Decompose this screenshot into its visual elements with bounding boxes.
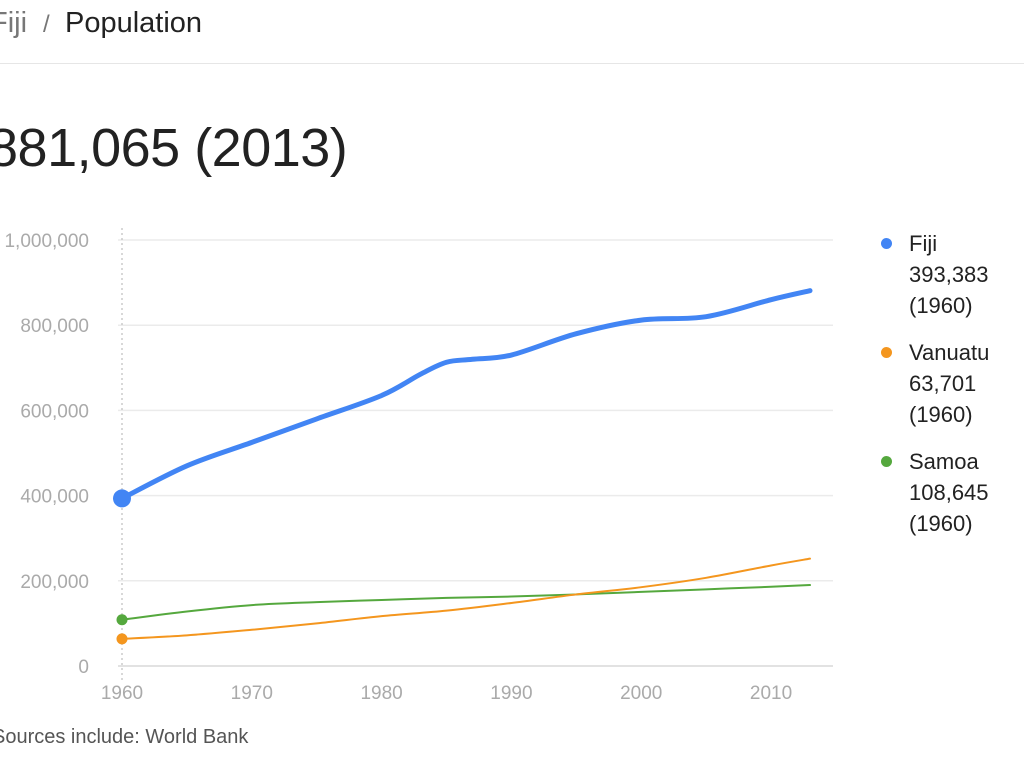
legend-dot-icon	[881, 347, 892, 358]
legend-series-value: 108,645	[909, 480, 989, 505]
y-tick-label: 0	[78, 657, 89, 678]
headline-value: 881,065 (2013)	[0, 118, 348, 178]
legend-series-name: Samoa	[909, 449, 979, 474]
series-line-fiji	[119, 288, 813, 501]
x-tick-label: 2010	[750, 683, 792, 704]
legend-dot-icon	[881, 238, 892, 249]
breadcrumb-country-link[interactable]: Fiji	[0, 7, 28, 39]
chart-legend: Fiji 393,383 (1960) Vanuatu 63,701 (1960…	[878, 228, 989, 555]
x-tick-label: 1970	[231, 683, 273, 704]
legend-series-year: (1960)	[909, 293, 973, 318]
breadcrumb: Fiji / Population	[0, 0, 1024, 64]
legend-item-samoa[interactable]: Samoa 108,645 (1960)	[878, 446, 989, 539]
y-tick-label: 400,000	[20, 487, 89, 508]
y-tick-label: 1,000,000	[4, 231, 89, 252]
x-tick-label: 1980	[360, 683, 402, 704]
series-line-samoa	[121, 584, 811, 621]
y-tick-label: 200,000	[20, 572, 89, 593]
series-point-samoa	[116, 614, 128, 626]
y-tick-label: 800,000	[20, 316, 89, 337]
legend-series-year: (1960)	[909, 511, 973, 536]
legend-series-name: Fiji	[909, 231, 938, 256]
legend-series-value: 63,701	[909, 371, 977, 396]
x-tick-label: 1990	[490, 683, 532, 704]
x-tick-label: 2000	[620, 683, 662, 704]
legend-series-year: (1960)	[909, 402, 973, 427]
legend-item-vanuatu[interactable]: Vanuatu 63,701 (1960)	[878, 337, 989, 430]
series-line-vanuatu	[121, 557, 811, 640]
legend-item-fiji[interactable]: Fiji 393,383 (1960)	[878, 228, 989, 321]
y-tick-label: 600,000	[20, 401, 89, 422]
legend-dot-icon	[881, 456, 892, 467]
breadcrumb-separator: /	[43, 11, 50, 38]
series-point-vanuatu	[116, 633, 128, 645]
legend-series-name: Vanuatu	[909, 340, 990, 365]
legend-series-value: 393,383	[909, 262, 989, 287]
series-point-fiji	[113, 489, 131, 508]
x-tick-label: 1960	[101, 683, 143, 704]
breadcrumb-current: Population	[65, 7, 203, 39]
source-attribution: Sources include: World Bank	[0, 726, 249, 748]
